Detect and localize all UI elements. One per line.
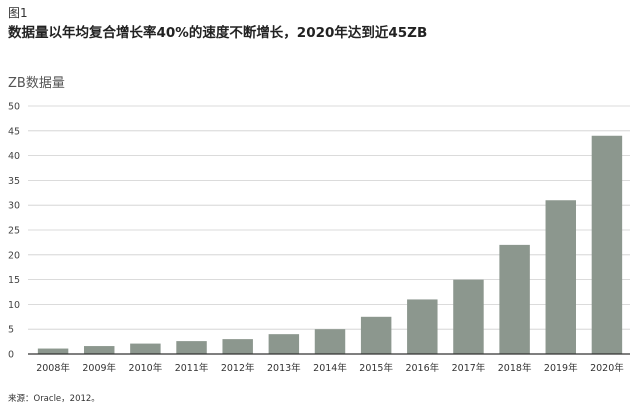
bar: [407, 299, 438, 354]
x-tick-labels: 2008年 2009年 2010年 2011年 2012年 2013年 2014年 2015年…: [36, 362, 624, 374]
x-tick-label: 2009年: [82, 362, 116, 374]
figure-label: 图1: [8, 6, 28, 20]
x-tick-label: 2013年: [267, 362, 301, 374]
y-tick-label: 45: [8, 126, 20, 137]
x-tick-label: 2018年: [498, 362, 532, 374]
y-tick-label: 0: [8, 350, 14, 361]
y-tick-label: 40: [8, 151, 20, 162]
source-note: 来源：Oracle，2012。: [8, 394, 100, 404]
x-tick-label: 2016年: [405, 362, 439, 374]
bar: [499, 244, 530, 354]
y-axis-label: ZB数据量: [8, 76, 65, 91]
chart-title: 数据量以年均复合增长率40%的速度不断增长，2020年达到近45ZB: [8, 25, 428, 41]
bar: [176, 341, 207, 354]
y-tick-label: 15: [8, 275, 20, 286]
bar: [268, 334, 300, 354]
bars: [37, 135, 623, 354]
x-tick-label: 2010年: [129, 362, 163, 374]
x-tick-label: 2019年: [544, 362, 578, 374]
bar: [130, 343, 161, 354]
x-tick-label: 2014年: [313, 362, 347, 374]
y-tick-label: 30: [8, 201, 20, 212]
x-tick-label: 2020年: [590, 362, 624, 374]
x-tick-label: 2017年: [452, 362, 486, 374]
bar: [37, 348, 69, 354]
gridlines: [28, 105, 630, 330]
y-tick-label: 20: [8, 250, 20, 261]
x-tick-label: 2015年: [359, 362, 393, 374]
y-tick-label: 10: [8, 300, 20, 311]
bar: [314, 329, 346, 354]
bar: [545, 200, 576, 354]
x-tick-label: 2012年: [221, 362, 255, 374]
y-tick-labels: 0 5 10 15 20 25 30 35 40 45 50: [8, 102, 20, 361]
bar: [84, 346, 115, 354]
y-tick-label: 25: [8, 226, 20, 237]
x-tick-label: 2008年: [36, 362, 70, 374]
bar: [222, 339, 253, 354]
bar: [453, 279, 484, 354]
y-tick-label: 35: [8, 176, 20, 187]
y-tick-label: 5: [8, 325, 14, 336]
bar: [591, 135, 623, 354]
x-tick-label: 2011年: [175, 362, 209, 374]
y-tick-label: 50: [8, 102, 20, 113]
bar: [360, 316, 392, 354]
